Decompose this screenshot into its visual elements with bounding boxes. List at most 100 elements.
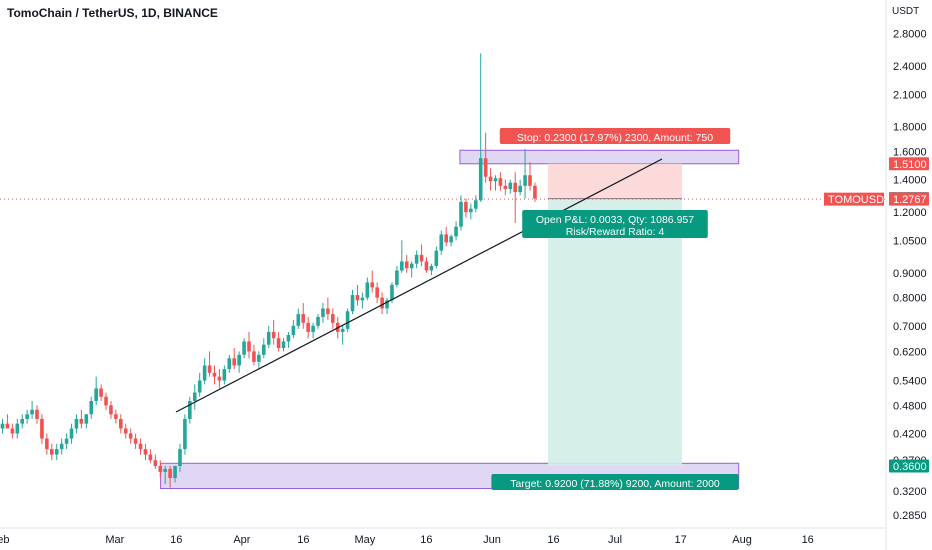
candle-body <box>119 418 123 429</box>
candle-body <box>217 376 222 381</box>
candle-body <box>20 418 25 424</box>
trendline-layer[interactable] <box>175 158 663 413</box>
candle-body <box>321 308 325 317</box>
candle <box>360 292 365 309</box>
candle <box>488 168 493 191</box>
candle <box>261 338 266 359</box>
candle <box>89 396 94 419</box>
candle <box>30 400 34 419</box>
candle <box>114 409 118 424</box>
candle <box>40 414 44 444</box>
x-tick-label: 17 <box>674 534 686 546</box>
stop-area[interactable] <box>548 163 682 199</box>
candle <box>375 282 379 303</box>
candle <box>493 175 498 191</box>
candle-body <box>350 295 355 312</box>
candle-body <box>286 335 291 342</box>
candle-body <box>128 433 133 439</box>
candle-body <box>404 261 409 269</box>
candle <box>148 449 153 464</box>
candle <box>321 302 325 323</box>
candle-body <box>168 468 172 479</box>
candle <box>192 384 197 410</box>
candle <box>311 322 315 339</box>
candle-body <box>473 200 478 209</box>
price-axis[interactable]: 2.8000 2.4000 2.1000 1.8000 1.6000 1.4000 1.20… <box>889 29 929 523</box>
stop-label-bg <box>499 128 731 144</box>
candle-body <box>59 443 64 450</box>
candle-body <box>434 250 439 266</box>
candle-body <box>212 372 217 377</box>
candle <box>454 221 458 241</box>
candle <box>419 244 424 266</box>
candle-body <box>54 449 59 455</box>
candle <box>207 351 212 377</box>
candles-layer <box>0 53 537 488</box>
candle-body <box>454 226 458 237</box>
candle-body <box>222 369 227 381</box>
stop-label-text: Stop: 0.2300 (17.97%) 2300, Amount: 750 <box>517 132 713 144</box>
candle-body <box>89 400 94 415</box>
candle <box>35 405 39 424</box>
candle <box>409 261 414 278</box>
candle-body <box>503 185 508 189</box>
price-label-bg <box>889 192 929 206</box>
candle <box>168 465 172 488</box>
candle <box>227 354 232 373</box>
candle-body <box>380 297 384 309</box>
y-tick-label: 1.0500 <box>893 235 927 247</box>
candle-body <box>173 465 177 479</box>
candle-body <box>533 185 537 199</box>
candle-body <box>84 414 89 424</box>
candle-body <box>459 201 463 227</box>
candle-body <box>513 182 518 193</box>
candle-body <box>518 185 522 193</box>
candle-body <box>35 409 39 419</box>
y-tick-label: 0.4200 <box>893 428 927 440</box>
candle-body <box>5 423 10 429</box>
candle <box>266 325 271 349</box>
x-tick-label: 16 <box>297 534 309 546</box>
candle <box>143 443 148 461</box>
y-tick-label: 0.3200 <box>893 486 927 498</box>
candle-body <box>148 454 153 461</box>
candle <box>301 302 306 329</box>
candle <box>286 331 291 349</box>
candle <box>128 428 133 444</box>
time-axis[interactable]: Feb Mar 16 Apr 16 May 16 Jun 16 Jul 17 Aug 16 <box>0 534 814 546</box>
candle <box>350 289 355 315</box>
candle <box>217 369 222 389</box>
candle-body <box>365 282 370 298</box>
candle <box>385 297 389 315</box>
candle <box>119 414 123 434</box>
position-tool[interactable] <box>0 163 886 466</box>
candle <box>533 182 537 202</box>
candle-body <box>242 341 246 355</box>
candle <box>123 423 128 439</box>
candle-body <box>488 176 493 182</box>
stop-label: Stop: 0.2300 (17.97%) 2300, Amount: 750 <box>499 128 731 144</box>
price-label-bg <box>889 459 929 473</box>
target-area[interactable] <box>548 198 682 466</box>
candle <box>434 246 439 269</box>
candle <box>404 254 409 273</box>
candle-body <box>429 265 434 271</box>
candle-body <box>291 325 296 336</box>
candle-body <box>158 465 163 472</box>
candle-body <box>25 414 29 419</box>
candle <box>50 443 54 461</box>
candle-body <box>326 308 330 315</box>
candle-body <box>45 438 49 450</box>
support-trendline[interactable] <box>175 158 663 413</box>
y-tick-label: 1.2000 <box>893 207 927 219</box>
candle <box>138 438 143 455</box>
pnl-label-text: Risk/Reward Ratio: 4 <box>566 226 665 238</box>
candle-body <box>247 341 251 352</box>
candle <box>469 203 473 220</box>
resistance-zone[interactable] <box>459 149 740 165</box>
candle-body <box>183 418 187 450</box>
candle <box>498 172 503 191</box>
candle <box>197 372 202 397</box>
candle-body <box>419 254 424 262</box>
